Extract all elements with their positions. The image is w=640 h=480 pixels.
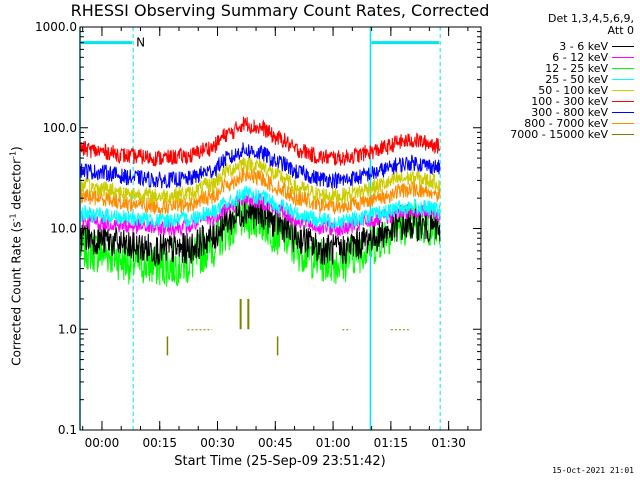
legend-label: 6 - 12 keV (552, 51, 608, 64)
legend: 3 - 6 keV 6 - 12 keV 12 - 25 keV 25 - 50 ke… (476, 41, 636, 140)
y-tick-label: 1000.0 (35, 20, 77, 34)
legend-item: 3 - 6 keV (476, 41, 636, 52)
legend-item: 6 - 12 keV (476, 52, 636, 63)
series-line-0 (80, 197, 441, 267)
legend-item: 25 - 50 keV (476, 74, 636, 85)
legend-swatch (612, 101, 634, 102)
legend-header-line-1: Det 1,3,4,5,6,9, (547, 12, 634, 25)
legend-label: 3 - 6 keV (559, 40, 608, 53)
legend-swatch (612, 46, 634, 47)
x-tick-label: 01:15 (374, 436, 409, 450)
legend-label: 800 - 7000 keV (524, 117, 608, 130)
series-line-7 (80, 167, 441, 215)
y-axis-label-sup-1: -1 (8, 213, 18, 222)
y-axis: 0.1 1.0 10.0 100.0 1000.0 (35, 20, 481, 437)
legend-item: 100 - 300 keV (476, 96, 636, 107)
x-tick-label: 00:45 (258, 436, 293, 450)
y-axis-label-mid: detector (9, 158, 24, 214)
legend-label: 25 - 50 keV (545, 73, 608, 86)
x-tick-label: 00:15 (142, 436, 177, 450)
legend-label: 12 - 25 keV (545, 62, 608, 75)
legend-item: 800 - 7000 keV (476, 118, 636, 129)
series-line-6 (80, 142, 441, 190)
legend-label: 50 - 100 keV (538, 84, 608, 97)
x-tick-label: 00:30 (200, 436, 235, 450)
series-layer (80, 116, 441, 356)
legend-item: 50 - 100 keV (476, 85, 636, 96)
legend-swatch (612, 123, 634, 124)
legend-swatch (612, 134, 634, 135)
series-line-4 (80, 154, 441, 206)
chart-title: RHESSI Observing Summary Count Rates, Co… (70, 1, 490, 20)
y-tick-label: 0.1 (58, 423, 77, 437)
series-line-3 (80, 185, 441, 230)
y-axis-label-sup-2: -1 (8, 150, 18, 159)
legend-swatch (612, 90, 634, 91)
x-tick-label: 01:30 (431, 436, 466, 450)
x-tick-label: 01:00 (316, 436, 351, 450)
legend-swatch (612, 79, 634, 80)
x-axis-label: Start Time (25-Sep-09 23:51:42) (174, 454, 386, 469)
flag-label: N (136, 36, 145, 50)
y-axis-label-end: ) (9, 146, 24, 151)
legend-item: 7000 - 15000 keV (476, 129, 636, 140)
legend-header: Det 1,3,4,5,6,9, Att 0 (548, 13, 634, 37)
y-tick-label: 10.0 (50, 222, 77, 236)
legend-item: 12 - 25 keV (476, 63, 636, 74)
legend-item: 300 - 800 keV (476, 107, 636, 118)
flag-bars: N (81, 36, 440, 50)
y-tick-label: 1.0 (58, 322, 77, 336)
legend-label: 7000 - 15000 keV (510, 128, 608, 141)
legend-header-line-2: Att 0 (607, 24, 634, 37)
y-axis-label: Corrected Count Rate (s-1 detector-1) (9, 146, 24, 365)
legend-swatch (612, 68, 634, 69)
x-tick-label: 00:00 (85, 436, 120, 450)
footer-timestamp: 15-Oct-2021 21:01 (552, 466, 634, 475)
legend-swatch (612, 57, 634, 58)
legend-label: 100 - 300 keV (531, 95, 608, 108)
x-axis: 00:00 00:15 00:30 00:45 01:00 01:15 01:30 (82, 27, 469, 450)
series-line-5 (80, 116, 441, 167)
y-axis-label-main: Corrected Count Rate (s (9, 221, 24, 366)
legend-label: 300 - 800 keV (531, 106, 608, 119)
y-tick-label: 100.0 (43, 121, 77, 135)
legend-swatch (612, 112, 634, 113)
